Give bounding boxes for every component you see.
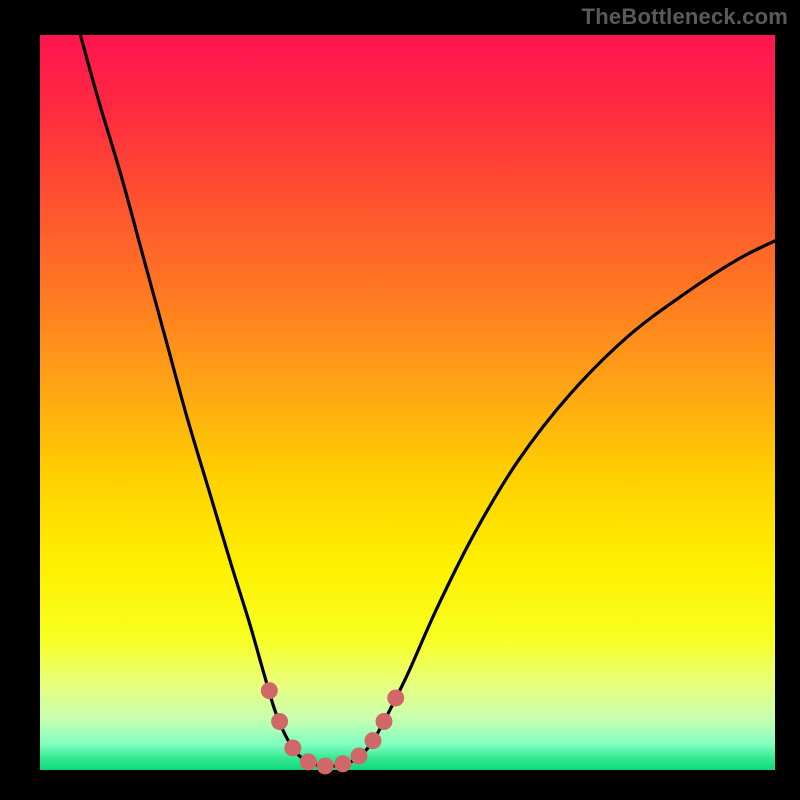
watermark-text: TheBottleneck.com [582, 4, 788, 30]
data-marker [261, 682, 278, 699]
data-marker [300, 753, 317, 770]
bottleneck-chart [0, 0, 800, 800]
data-marker [271, 713, 288, 730]
data-marker [350, 748, 367, 765]
data-marker [375, 713, 392, 730]
data-marker [317, 757, 334, 774]
plot-background [40, 35, 775, 770]
data-marker [387, 689, 404, 706]
chart-container: { "watermark": "TheBottleneck.com", "can… [0, 0, 800, 800]
data-marker [364, 732, 381, 749]
data-marker [284, 739, 301, 756]
data-marker [334, 755, 351, 772]
